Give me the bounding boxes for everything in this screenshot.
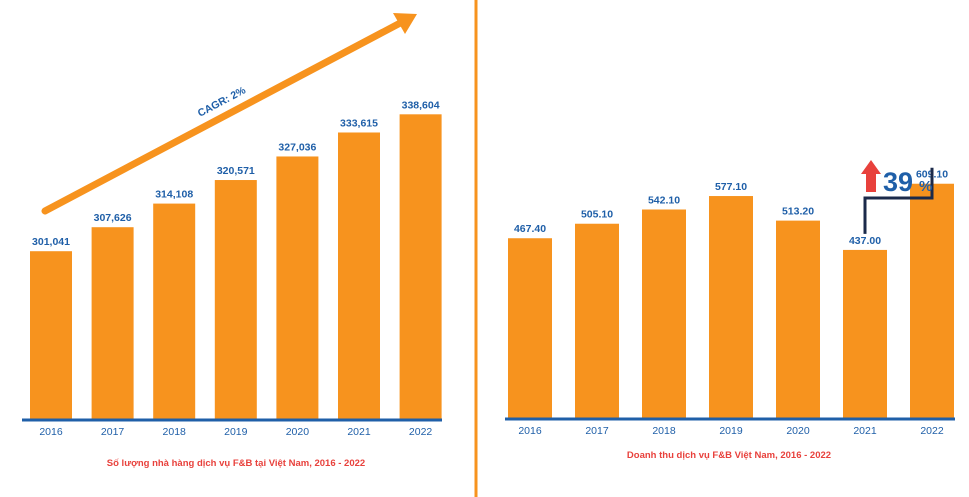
- trend-arrow-head: [393, 13, 417, 34]
- bar-2019: [214, 180, 257, 419]
- tick-label-2020: 2020: [786, 425, 810, 437]
- bar-2022: [910, 183, 954, 418]
- value-label-2020: 327,036: [278, 141, 316, 153]
- trend-arrow-shaft: [41, 17, 408, 215]
- tick-label-2018: 2018: [652, 425, 676, 437]
- bar-2017: [575, 223, 619, 418]
- bar-2017: [91, 227, 134, 419]
- left-chart-title: Số lượng nhà hàng dịch vụ F&B tại Việt N…: [107, 458, 365, 469]
- value-label-2019: 577.10: [715, 181, 747, 193]
- bar-2016: [508, 238, 552, 418]
- growth-annotation: 39 %: [861, 160, 934, 234]
- value-label-2018: 314,108: [155, 189, 193, 201]
- bar-2020: [776, 220, 820, 418]
- bar-2021: [338, 132, 380, 419]
- value-label-2016: 467.40: [514, 223, 546, 235]
- value-label-2017: 505.10: [581, 209, 613, 221]
- right-chart-title: Doanh thu dịch vụ F&B Việt Nam, 2016 - 2…: [627, 450, 831, 461]
- bar-2018: [642, 209, 686, 418]
- up-arrow-icon: [861, 160, 881, 192]
- tick-label-2019: 2019: [719, 425, 743, 437]
- value-label-2017: 307,626: [94, 212, 132, 224]
- value-label-2016: 301,041: [32, 236, 70, 248]
- growth-percent-value: 39: [883, 167, 913, 197]
- growth-percent-sign: %: [919, 178, 932, 195]
- tick-label-2022: 2022: [409, 426, 433, 438]
- tick-label-2022: 2022: [920, 425, 944, 437]
- tick-label-2020: 2020: [286, 426, 310, 438]
- growth-bracket: [863, 167, 934, 234]
- bar-2020: [276, 156, 319, 419]
- value-label-2020: 513.20: [782, 206, 814, 218]
- bar-2021: [843, 249, 887, 418]
- tick-label-2021: 2021: [347, 426, 371, 438]
- fnb-revenue-chart: 467.40 2016 505.10 2017 542.10 2018 577.10 2019…: [505, 160, 955, 461]
- bar-2016: [30, 251, 72, 419]
- tick-label-2016: 2016: [518, 425, 542, 437]
- value-label-2022: 338,604: [402, 99, 440, 111]
- bar-2018: [153, 203, 196, 419]
- tick-label-2019: 2019: [224, 426, 248, 438]
- tick-label-2016: 2016: [39, 426, 63, 438]
- value-label-2018: 542.10: [648, 195, 680, 207]
- bar-2022: [399, 114, 442, 419]
- tick-label-2021: 2021: [853, 425, 877, 437]
- bar-2019: [709, 196, 753, 418]
- value-label-2019: 320,571: [217, 165, 255, 177]
- value-label-2021: 333,615: [340, 117, 378, 129]
- tick-label-2018: 2018: [163, 426, 187, 438]
- tick-label-2017: 2017: [585, 425, 609, 437]
- tick-label-2017: 2017: [101, 426, 125, 438]
- restaurant-count-chart: 301,041 2016 307,626 2017 314,108 2018 320,571…: [22, 13, 442, 469]
- value-label-2021: 437.00: [849, 235, 881, 247]
